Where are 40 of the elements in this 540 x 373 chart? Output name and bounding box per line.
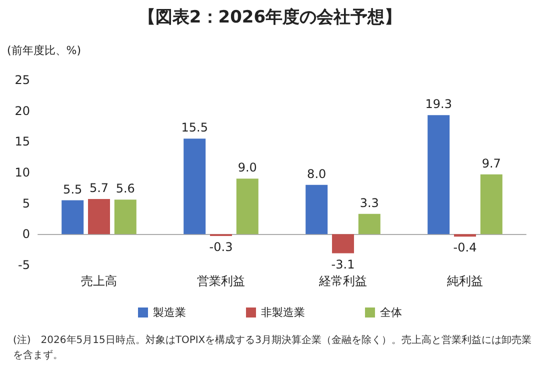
chart-title: 【図表2：2026年度の会社予想】 — [138, 8, 402, 28]
data-label: -0.4 — [453, 240, 477, 255]
data-label: 5.6 — [116, 182, 135, 196]
data-label: -0.3 — [209, 240, 233, 254]
bar — [62, 200, 84, 234]
data-label: 8.0 — [307, 166, 326, 181]
bar — [184, 138, 206, 234]
y-tick-label: 25 — [14, 73, 30, 87]
y-tick-label: 20 — [14, 104, 30, 118]
bar — [236, 178, 258, 234]
legend-label: 非製造業 — [261, 306, 305, 319]
legend-label: 全体 — [380, 306, 402, 319]
y-axis-title: (前年度比、%) — [7, 44, 82, 57]
data-label: 5.7 — [89, 181, 109, 196]
bar — [358, 214, 380, 234]
data-label: -3.1 — [331, 257, 355, 272]
legend-label: 製造業 — [153, 306, 186, 319]
data-label: 19.3 — [425, 97, 452, 112]
data-label: 15.5 — [181, 120, 208, 135]
x-tick-label: 営業利益 — [197, 274, 245, 288]
x-tick-label: 経常利益 — [318, 274, 367, 288]
bar — [428, 115, 450, 234]
bar — [306, 184, 328, 234]
y-tick-label: 0 — [22, 227, 30, 242]
data-label: 5.5 — [63, 182, 82, 196]
y-tick-label: -5 — [18, 258, 30, 272]
bar — [88, 199, 110, 234]
bar — [114, 200, 136, 234]
data-label: 9.0 — [238, 160, 257, 175]
x-tick-label: 売上高 — [81, 274, 117, 288]
bar — [480, 174, 502, 234]
data-label: 3.3 — [360, 196, 379, 210]
data-label: 9.7 — [482, 156, 501, 170]
bar — [454, 234, 476, 237]
y-tick-label: 15 — [14, 134, 30, 149]
y-tick-label: 5 — [22, 196, 30, 210]
text: (注) 2026年5月15日時点。対象はTOPIXを構成する3月期決算企業（金融を除く）。売上高と営業利益には卸売業を含まず。 — [13, 334, 532, 361]
y-tick-label: 10 — [14, 166, 30, 180]
x-tick-label: 純利益 — [447, 274, 483, 288]
bar — [332, 234, 354, 254]
